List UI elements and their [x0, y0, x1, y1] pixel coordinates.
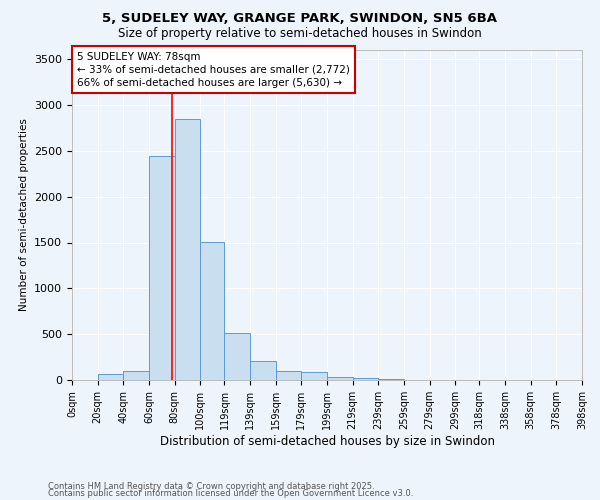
Text: Contains HM Land Registry data © Crown copyright and database right 2025.: Contains HM Land Registry data © Crown c… — [48, 482, 374, 491]
Bar — [98, 374, 123, 380]
Bar — [200, 242, 224, 380]
Text: Contains public sector information licensed under the Open Government Licence v3: Contains public sector information licen… — [48, 490, 413, 498]
Bar — [175, 118, 200, 380]
X-axis label: Distribution of semi-detached houses by size in Swindon: Distribution of semi-detached houses by … — [160, 434, 494, 448]
Bar — [276, 371, 301, 380]
Text: 5 SUDELEY WAY: 78sqm
← 33% of semi-detached houses are smaller (2,772)
66% of se: 5 SUDELEY WAY: 78sqm ← 33% of semi-detac… — [77, 52, 350, 88]
Text: Size of property relative to semi-detached houses in Swindon: Size of property relative to semi-detach… — [118, 28, 482, 40]
Bar — [224, 333, 250, 380]
Bar — [327, 377, 353, 380]
Bar — [301, 372, 327, 380]
Bar — [123, 371, 149, 380]
Bar — [149, 156, 175, 380]
Y-axis label: Number of semi-detached properties: Number of semi-detached properties — [19, 118, 29, 312]
Text: 5, SUDELEY WAY, GRANGE PARK, SWINDON, SN5 6BA: 5, SUDELEY WAY, GRANGE PARK, SWINDON, SN… — [103, 12, 497, 26]
Bar — [250, 361, 276, 380]
Bar — [353, 378, 378, 380]
